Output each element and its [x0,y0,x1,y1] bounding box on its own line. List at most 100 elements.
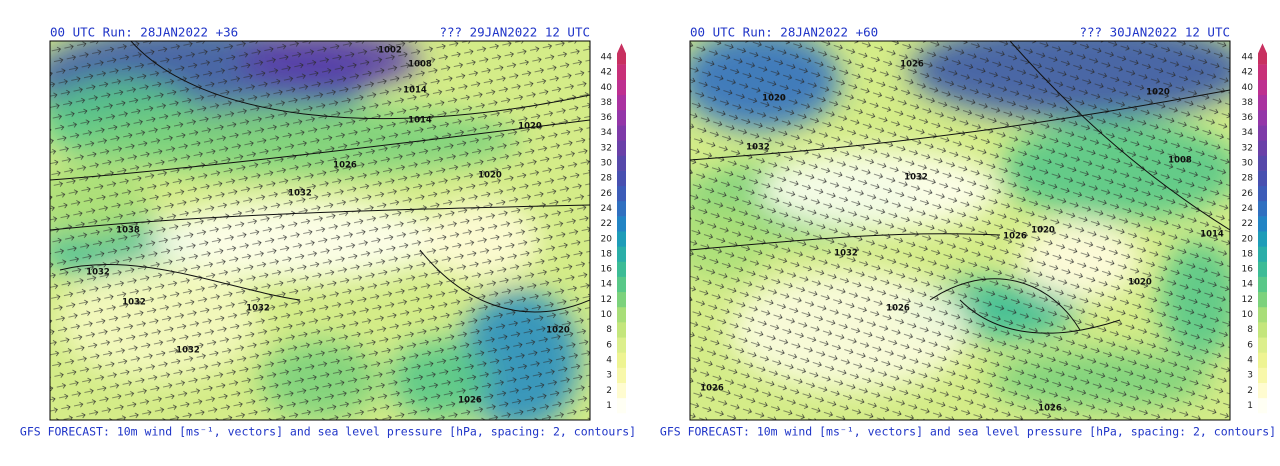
isobar-label: 1032 [122,298,146,308]
colorbar-tick-label: 18 [601,249,613,259]
colorbar-segment [1258,337,1267,353]
colorbar-tick-label: 42 [601,68,612,78]
isobar [50,119,590,181]
colorbar-segment [1258,125,1267,141]
isobar-label: 1032 [904,173,928,183]
colorbar-tick-label: 20 [1242,234,1254,244]
colorbar-segment [617,382,626,399]
isobar-label: 1014 [403,86,427,96]
colorbar-tick-label: 12 [1242,295,1253,305]
colorbar-tick-label: 14 [1242,280,1254,290]
isobar-label: 1032 [176,346,200,356]
isobar-label: 1032 [746,143,770,153]
isobar-label: 1026 [1038,404,1062,414]
isobar-label: 1032 [834,249,858,259]
wind-vectors [690,41,1230,420]
isobar-label: 1008 [408,60,432,70]
isobar-label: 1026 [333,161,357,171]
isobar-label: 1002 [378,46,402,56]
colorbar-tick-label: 28 [601,174,613,184]
colorbar-segment [617,216,626,232]
colorbar-segment [1258,246,1267,262]
colorbar-tick-label: 24 [601,204,613,214]
map: 1026 1020 1020 1032 1032 1008 1032 1026 1020 1014… [690,41,1230,420]
colorbar-tick-label: 26 [1242,189,1254,199]
colorbar-tick-label: 38 [1242,98,1254,108]
isobar-label: 1026 [700,384,724,394]
colorbar: 1234681012141618202224262830323436384042… [1242,43,1267,414]
colorbar-tick-label: 4 [606,355,612,365]
colorbar-tick-label: 10 [601,310,613,320]
isobar-label: 1026 [886,304,910,314]
colorbar-tick-label: 26 [601,189,613,199]
colorbar-segment [617,367,626,383]
isobar-label: 1032 [86,268,110,278]
isobar [1009,41,1230,231]
colorbar-segment [1258,382,1267,399]
isobar [59,263,301,301]
isobar-label: 1020 [1128,278,1152,288]
colorbar-tick-label: 40 [601,83,613,93]
map-frame [689,40,1231,421]
colorbar-tick-label: 22 [601,219,612,229]
colorbar-segment [617,79,626,96]
isobar-label: 1020 [762,94,786,104]
colorbar-arrow [617,43,626,65]
colorbar-segment [1258,64,1267,80]
colorbar-segment [617,276,626,293]
colorbar-tick-label: 22 [1242,219,1253,229]
isobar-label: 1032 [246,304,270,314]
isobar [929,278,1081,331]
colorbar-tick-label: 8 [606,325,612,335]
colorbar-tick-label: 10 [1242,310,1254,320]
colorbar-tick-label: 4 [1247,355,1253,365]
colorbar-tick-label: 32 [1242,143,1253,153]
colorbar-segment [1258,261,1267,277]
isobar-label: 1038 [116,226,140,236]
colorbar-tick-label: 16 [1242,265,1254,275]
colorbar-segment [1258,110,1267,126]
isobar-label: 1020 [546,326,570,336]
colorbar-segment [617,185,626,202]
colorbar-tick-label: 12 [601,295,612,305]
colorbar-segment [1258,94,1267,111]
isobar [959,299,1121,334]
colorbar-segment [617,155,626,171]
colorbar-segment [1258,276,1267,293]
colorbar-tick-label: 8 [1247,325,1253,335]
colorbar-tick-label: 44 [1242,52,1254,62]
isobar [419,249,590,313]
colorbar-arrow [1258,43,1267,65]
caption: GFS FORECAST: 10m wind [ms⁻¹, vectors] a… [660,425,1276,439]
colorbar-segment [1258,322,1267,338]
colorbar-segment [1258,397,1267,414]
colorbar-segment [617,231,626,247]
colorbar-segment [1258,155,1267,171]
colorbar-tick-label: 1 [606,401,612,411]
colorbar-segment [1258,79,1267,96]
run-label: 00 UTC Run: 28JAN2022 +60 [690,25,878,40]
colorbar-tick-label: 40 [1242,83,1254,93]
wind-vectors [50,41,590,420]
isobar-label: 1026 [900,60,924,70]
colorbar-tick-label: 20 [601,234,613,244]
colorbar-segment [1258,185,1267,202]
colorbar-segment [617,261,626,277]
isobar-label: 1020 [1146,88,1170,98]
colorbar-tick-label: 18 [1242,249,1254,259]
colorbar-segment [617,306,626,323]
colorbar-tick-label: 28 [1242,174,1254,184]
colorbar-segment [617,64,626,80]
isobar-label: 1020 [478,171,502,181]
colorbar-tick-label: 16 [601,265,613,275]
isobar-label: 1008 [1168,156,1192,166]
colorbar-segment [617,337,626,353]
colorbar-tick-label: 24 [1242,204,1254,214]
colorbar-tick-label: 34 [601,128,613,138]
colorbar-segment [1258,170,1267,187]
colorbar-segment [1258,352,1267,368]
run-label: 00 UTC Run: 28JAN2022 +36 [50,25,238,40]
colorbar-tick-label: 2 [1247,386,1253,396]
forecast-panel: 00 UTC Run: 28JAN2022 +60 ??? 30JAN2022 1… [660,25,1276,439]
